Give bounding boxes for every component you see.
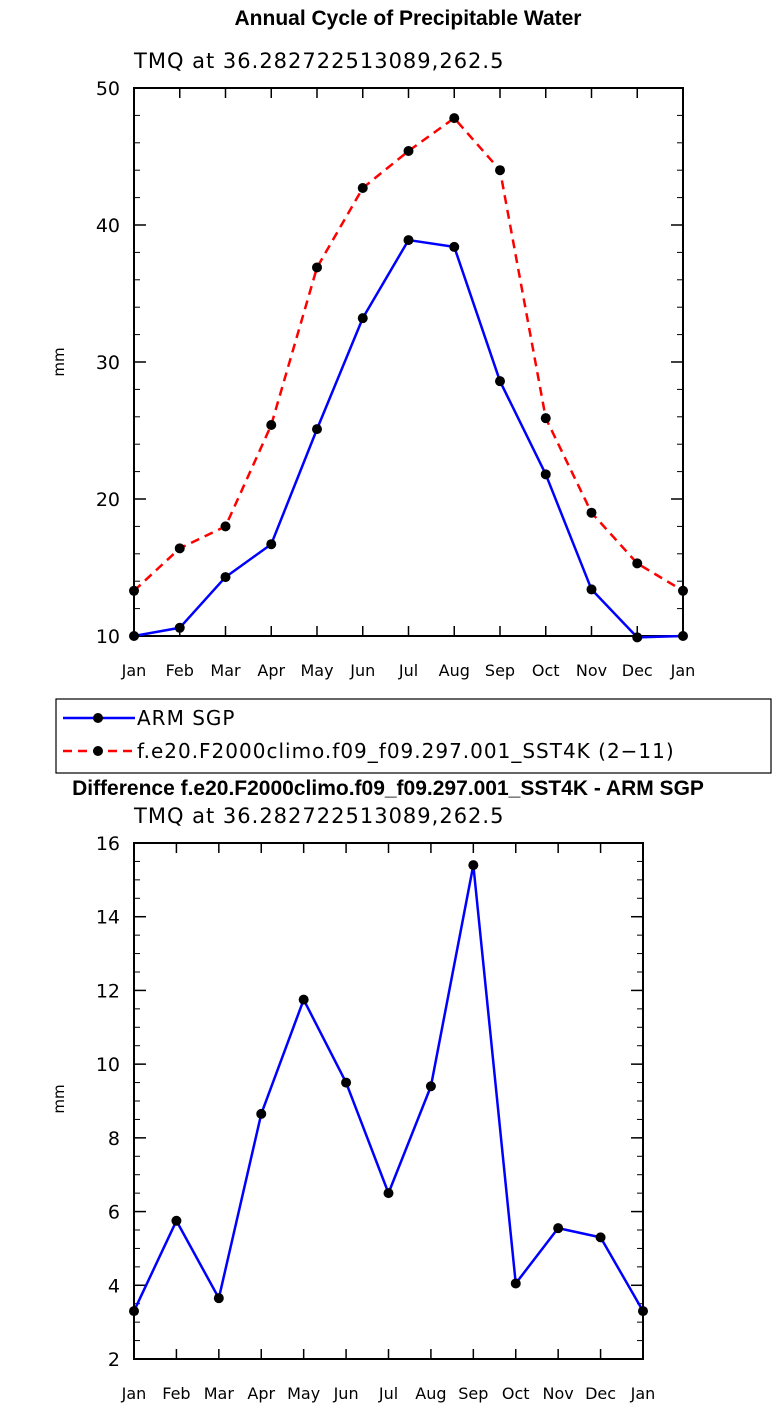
chart2-xtick-label: May bbox=[287, 1384, 320, 1403]
chart1-series-0-point bbox=[266, 539, 277, 550]
legend-marker-model bbox=[93, 746, 103, 756]
chart1-ytick-label: 20 bbox=[96, 489, 120, 511]
chart1-ytick-label: 30 bbox=[96, 352, 120, 374]
chart1-series-1-point bbox=[266, 420, 277, 431]
chart1-xtick-label: Apr bbox=[257, 661, 285, 680]
chart1-series-1-line bbox=[133, 116, 684, 592]
chart1-series-1-point bbox=[220, 521, 231, 532]
chart2-xtick-label: Jul bbox=[378, 1384, 398, 1403]
chart2-series-0-point bbox=[638, 1306, 648, 1317]
chart1-xtick-label: Feb bbox=[166, 661, 194, 680]
chart1-series-0-point bbox=[312, 424, 322, 435]
chart2-xtick-label: Dec bbox=[585, 1384, 616, 1403]
chart2-ytick-label: 14 bbox=[96, 907, 120, 929]
chart1-ytick-label: 50 bbox=[96, 78, 120, 100]
chart1-series-0-point bbox=[174, 622, 185, 633]
chart2-xtick-label: Jun bbox=[333, 1384, 359, 1403]
chart1-series-0-line bbox=[133, 238, 684, 639]
chart1-series-1-point bbox=[449, 113, 460, 124]
chart1-xtick-label: May bbox=[300, 661, 333, 680]
chart1-series-0-point bbox=[495, 376, 505, 387]
chart2-xtick-label: Nov bbox=[543, 1384, 574, 1403]
chart2-xtick-label: Apr bbox=[247, 1384, 275, 1403]
chart2-title: Difference f.e20.F2000climo.f09_f09.297.… bbox=[72, 777, 704, 800]
chart2-series-0-point bbox=[171, 1215, 182, 1226]
chart1-xtick-label: Oct bbox=[532, 661, 560, 680]
chart2-series-0-line bbox=[132, 863, 645, 1312]
chart1-series-0-point bbox=[586, 584, 597, 595]
chart1-plot-area: Jan Feb Mar Apr May Jun Jul Aug Sep Oct Nov Dec Jan1… bbox=[96, 78, 696, 680]
chart1-series-1-point bbox=[174, 543, 185, 554]
chart2-ylabel: mm bbox=[50, 1084, 68, 1113]
chart2-series-0-point bbox=[256, 1108, 267, 1119]
chart2-series-0-point bbox=[213, 1293, 224, 1304]
chart1-xtick-label: Aug bbox=[439, 661, 470, 680]
chart1-series-0-point bbox=[449, 241, 460, 252]
chart1-series-0-point bbox=[220, 572, 231, 583]
chart2-ytick-label: 6 bbox=[108, 1202, 120, 1224]
chart1-series-0-point bbox=[540, 469, 551, 480]
chart2-subtitle: TMQ at 36.282722513089,262.5 bbox=[133, 804, 504, 828]
chart2-ytick-label: 10 bbox=[96, 1054, 120, 1076]
chart1-series-1-point bbox=[312, 262, 322, 273]
chart1-series-1-point bbox=[357, 183, 368, 194]
chart1-frame bbox=[133, 87, 684, 637]
chart2-series-0-point bbox=[383, 1188, 394, 1199]
chart2-series-0-point bbox=[129, 1306, 139, 1317]
chart1-series-0-point bbox=[632, 632, 643, 643]
chart2-series-0-point bbox=[510, 1278, 521, 1289]
chart1-title: Annual Cycle of Precipitable Water bbox=[235, 7, 582, 30]
legend-label-arm: ARM SGP bbox=[137, 706, 235, 730]
chart2-series-0-point bbox=[341, 1077, 352, 1088]
chart1-xtick-label: Jan bbox=[670, 661, 696, 680]
chart2-ytick-label: 4 bbox=[108, 1275, 120, 1297]
chart1-series-0-point bbox=[678, 631, 688, 641]
chart1-series-1-point bbox=[495, 165, 505, 176]
chart1-ytick-label: 10 bbox=[96, 626, 120, 648]
chart1-series-1-point bbox=[586, 507, 597, 518]
chart1-xtick-label: Jun bbox=[349, 661, 375, 680]
chart2-ytick-label: 16 bbox=[96, 833, 120, 855]
chart2-ytick-label: 8 bbox=[108, 1128, 120, 1150]
chart2-xtick-label: Oct bbox=[502, 1384, 530, 1403]
chart1-subtitle: TMQ at 36.282722513089,262.5 bbox=[133, 49, 504, 73]
chart2-series-0-point bbox=[425, 1081, 436, 1092]
chart2-series-0-point bbox=[553, 1223, 564, 1234]
chart1-legend: ARM SGP f.e20.F2000climo.f09_f09.297.001… bbox=[55, 698, 772, 774]
chart2-ytick-label: 12 bbox=[96, 980, 120, 1002]
chart2-xtick-label: Jan bbox=[121, 1384, 147, 1403]
legend-label-model: f.e20.F2000climo.f09_f09.297.001_SST4K (… bbox=[137, 739, 675, 763]
chart2-series-0-point bbox=[468, 860, 479, 871]
chart2-series-0-point bbox=[298, 994, 309, 1005]
chart1-xtick-label: Jul bbox=[398, 661, 418, 680]
chart1-xtick-label: Jan bbox=[121, 661, 147, 680]
chart1-series-1-point bbox=[403, 146, 414, 157]
chart1-ytick-label: 40 bbox=[96, 215, 120, 237]
chart1-series-1-point bbox=[632, 558, 643, 569]
chart1-series-1-point bbox=[129, 585, 139, 596]
chart2-xtick-label: Feb bbox=[162, 1384, 190, 1403]
chart2-plot-area: Jan Feb Mar Apr May Jun Jul Aug Sep Oct Nov Dec Jan2… bbox=[96, 833, 656, 1403]
chart1-series-1-point bbox=[678, 585, 688, 596]
chart2-xtick-label: Mar bbox=[204, 1384, 235, 1403]
chart1-xtick-label: Nov bbox=[576, 661, 607, 680]
legend-frame bbox=[55, 698, 772, 774]
chart2-xtick-label: Sep bbox=[458, 1384, 488, 1403]
chart1-ylabel: mm bbox=[50, 347, 68, 376]
legend-marker-arm bbox=[93, 713, 103, 723]
chart2-ytick-label: 2 bbox=[108, 1349, 120, 1371]
chart1-series-0-point bbox=[357, 313, 368, 324]
chart2-series-0-point bbox=[595, 1232, 606, 1243]
chart2-xtick-label: Aug bbox=[415, 1384, 446, 1403]
chart1-xtick-label: Mar bbox=[210, 661, 241, 680]
chart1-series-0-point bbox=[403, 235, 414, 246]
chart1-series-0-point bbox=[129, 631, 139, 641]
chart1-xtick-label: Dec bbox=[622, 661, 653, 680]
chart2-xtick-label: Jan bbox=[630, 1384, 656, 1403]
chart1-series-1-point bbox=[540, 413, 551, 424]
chart1-xtick-label: Sep bbox=[485, 661, 515, 680]
